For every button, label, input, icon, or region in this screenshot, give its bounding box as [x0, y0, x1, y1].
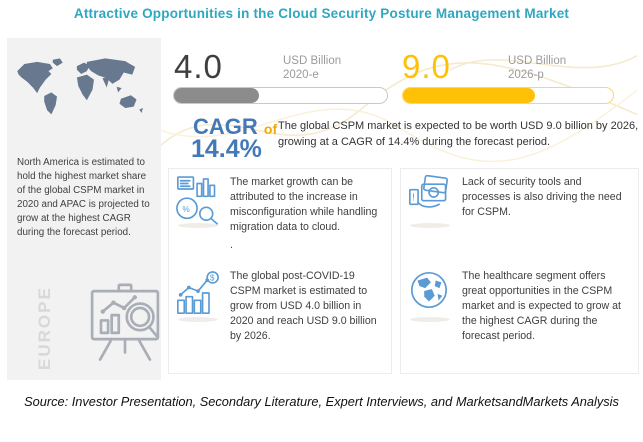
source-text: Source: Investor Presentation, Secondary…: [24, 394, 619, 409]
security-cost-icon: !: [408, 175, 454, 228]
cagr-description: The global CSPM market is expected to be…: [278, 120, 639, 148]
stat-2026-unit: USD Billion: [508, 55, 567, 67]
misconfiguration-analysis-icon: %: [176, 175, 222, 251]
insight-healthcare-segment: The healthcare segment offers great oppo…: [408, 269, 630, 344]
icon-shadow: [178, 223, 218, 228]
world-map: [17, 58, 143, 115]
stat-2020-value: 4.0: [174, 48, 223, 85]
cagr-label: CAGR of: [193, 114, 277, 140]
insight-box-right: ! Lack of security tools and processes i…: [400, 168, 639, 374]
insight-text: The global post-COVID-19 CSPM market is …: [230, 270, 377, 343]
stat-2020-year: 2020-e: [283, 68, 319, 81]
svg-text:$: $: [210, 274, 215, 283]
presentation-board-icon: [90, 283, 160, 361]
svg-text:%: %: [182, 205, 190, 214]
stat-2026-label: USD Billion 2026-p: [508, 55, 566, 83]
infographic-content: North America is estimated to hold the h…: [7, 38, 639, 380]
stat-2020-unit: USD Billion: [283, 55, 342, 67]
insight-note: .: [230, 239, 233, 252]
insight-misconfiguration: % The market growth can be attributed to…: [176, 175, 381, 251]
page-title: Attractive Opportunities in the Cloud Se…: [73, 6, 570, 21]
icon-shadow: [178, 317, 218, 322]
stat-2020-label: USD Billion 2020-e: [283, 55, 341, 83]
stat-2026-bar-fill: [403, 88, 536, 103]
market-growth-icon: $: [176, 269, 222, 344]
icon-shadow: [410, 223, 450, 228]
insight-security-tools: ! Lack of security tools and processes i…: [408, 175, 630, 228]
healthcare-globe-icon: [408, 269, 454, 344]
region-insight-text: North America is estimated to hold the h…: [17, 157, 150, 238]
insight-text: Lack of security tools and processes is …: [462, 176, 622, 219]
source-note: Source: Investor Presentation, Secondary…: [0, 392, 643, 411]
cagr-word: CAGR: [193, 114, 258, 139]
cagr-value: 14.4%: [191, 135, 262, 163]
stat-2026-bar: [402, 87, 614, 104]
cagr-of-word: of: [263, 121, 278, 137]
insight-text: The healthcare segment offers great oppo…: [462, 270, 621, 343]
europe-label: EUROPE: [35, 286, 54, 370]
insight-post-covid-growth: $ The global post-COVID-19 CSPM market i…: [176, 269, 381, 344]
icon-shadow: [410, 317, 450, 322]
region-panel: North America is estimated to hold the h…: [7, 38, 161, 380]
stat-2020-bar-fill: [174, 88, 260, 103]
stat-2026-value: 9.0: [402, 48, 451, 85]
stat-2026-year: 2026-p: [508, 68, 544, 81]
insight-box-left: % The market growth can be attributed to…: [168, 168, 392, 374]
insight-text: The market growth can be attributed to t…: [230, 176, 378, 234]
svg-text:!: !: [412, 193, 415, 204]
stat-2020-bar: [173, 87, 388, 104]
